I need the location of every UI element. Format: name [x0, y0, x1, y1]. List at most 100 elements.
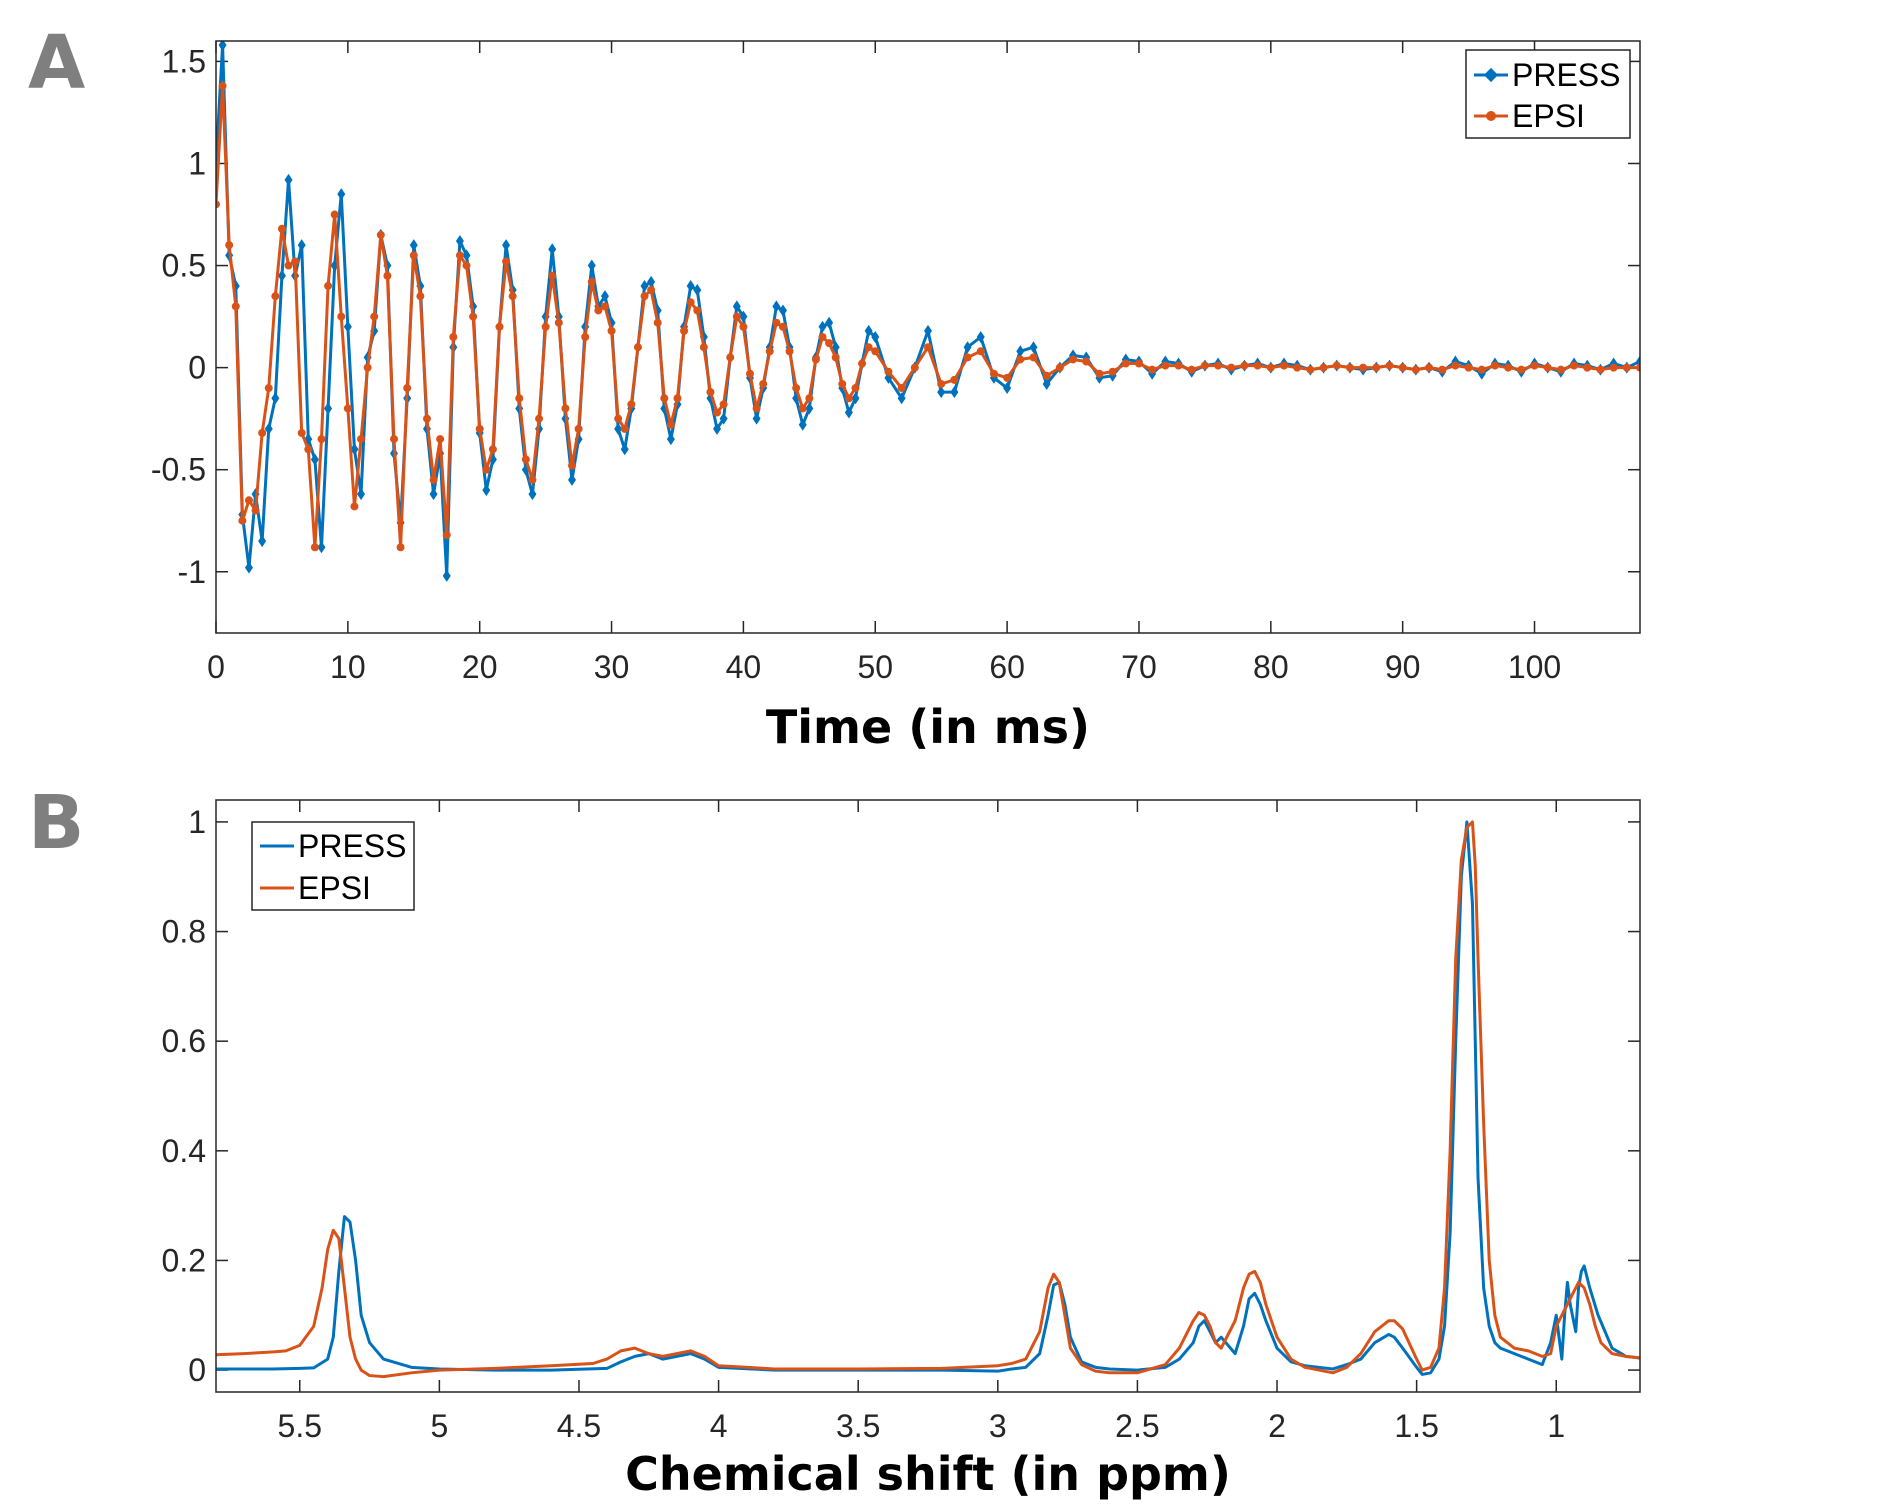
chart-a-epsi-point — [277, 224, 286, 233]
chart-b-ytick-label: 1 — [188, 804, 206, 840]
chart-a-epsi-point — [343, 404, 352, 413]
chart-a-epsi-point — [409, 251, 418, 260]
chart-a-epsi-point — [1530, 361, 1539, 370]
chart-a-press-point — [350, 443, 359, 456]
chart-a-epsi-point — [1570, 361, 1579, 370]
chart-a-epsi-point — [297, 428, 306, 437]
chart-a-press-point — [502, 239, 511, 252]
chart-a-epsi-point — [1280, 361, 1288, 370]
chart-a-press-point — [666, 433, 675, 446]
chart-a-xtick-label: 70 — [1121, 649, 1157, 685]
chart-a-epsi-point — [1490, 361, 1499, 370]
chart-a-series — [216, 41, 1640, 582]
chart-a-press-point — [647, 275, 656, 288]
chart-a-press-point — [284, 173, 293, 186]
chart-a-epsi-point — [291, 257, 300, 266]
chart-a-epsi-point — [1477, 365, 1486, 374]
chart-a-epsi-point — [1293, 363, 1302, 372]
chart-a-epsi-point — [462, 261, 471, 270]
chart-a-press-point — [357, 488, 366, 501]
chart-a-epsi-point — [897, 384, 906, 393]
chart-a-xtick-label: 20 — [462, 649, 498, 685]
chart-a-epsi-point — [1306, 365, 1315, 374]
chart-a: 0 10 20 30 40 50 60 70 80 90 100 -1 -0.5 0 0.5 1 1.5 Tim… — [151, 40, 1641, 754]
chart-a-epsi-point — [739, 322, 748, 331]
chart-a-epsi-point — [554, 318, 563, 327]
chart-a-epsi-point — [666, 420, 675, 429]
chart-a-press-point — [772, 300, 781, 313]
chart-a-epsi-point — [449, 333, 458, 341]
chart-a-epsi-point — [1003, 373, 1012, 382]
chart-a-xtick-label: 80 — [1253, 649, 1289, 685]
chart-b-xtick-label: 3.5 — [836, 1408, 880, 1444]
chart-a-press-point — [548, 243, 557, 256]
chart-a-epsi-point — [482, 465, 491, 474]
chart-a-epsi-point — [581, 333, 590, 341]
chart-a-press-line — [216, 43, 1640, 578]
chart-a-press-point — [739, 310, 748, 323]
chart-a-epsi-point — [811, 355, 820, 364]
chart-b-xlabel: Chemical shift (in ppm) — [625, 1447, 1231, 1501]
chart-a-epsi-point — [363, 363, 372, 372]
chart-a-epsi-point — [587, 277, 596, 286]
chart-a-xtick-label: 100 — [1508, 649, 1561, 685]
chart-a-press-point — [528, 488, 537, 501]
chart-a-press-point — [897, 392, 906, 405]
chart-a-press-point — [442, 569, 451, 582]
chart-a-epsi-point — [699, 343, 708, 352]
chart-a-epsi-point — [1583, 363, 1592, 372]
chart-a-epsi-point — [1464, 363, 1473, 372]
chart-a-press-point — [844, 406, 853, 419]
chart-a-epsi-point — [719, 400, 728, 409]
chart-a-press-point — [462, 249, 471, 262]
chart-a-epsi-point — [844, 394, 853, 403]
chart-a-epsi-point — [1517, 365, 1526, 374]
chart-a-epsi-point — [950, 375, 959, 384]
chart-a-press-point — [244, 561, 253, 574]
chart-a-press-point — [640, 279, 649, 292]
chart-a-press-point — [455, 235, 464, 248]
chart-a-epsi-point — [541, 322, 550, 331]
chart-a-epsi-point — [851, 384, 860, 393]
chart-b-tickmarks — [216, 800, 1640, 1392]
chart-a-epsi-line — [216, 84, 1640, 549]
chart-a-epsi-point — [442, 531, 451, 540]
chart-a-epsi-point — [759, 379, 768, 388]
chart-a-press-point — [937, 386, 946, 399]
chart-b-ytick-label: 0.4 — [162, 1133, 206, 1169]
chart-a-epsi-point — [416, 292, 425, 301]
chart-a-epsi-point — [1082, 357, 1091, 366]
chart-b-ytick-label: 0 — [188, 1352, 206, 1388]
chart-b-press-line — [216, 820, 1640, 1376]
chart-a-epsi-point — [495, 322, 504, 331]
chart-b-series — [216, 820, 1640, 1379]
chart-a-epsi-point — [231, 302, 240, 311]
chart-b-series-epsi — [216, 820, 1640, 1379]
chart-a-press-point — [1029, 341, 1038, 354]
chart-a-epsi-point — [508, 292, 517, 301]
chart-a-epsi-point — [1372, 363, 1381, 372]
chart-a-xtick-label: 40 — [726, 649, 762, 685]
chart-a-epsi-point — [304, 445, 313, 454]
chart-a-epsi-point — [713, 408, 722, 417]
chart-b-ytick-label: 0.8 — [162, 914, 206, 950]
chart-a-epsi-point — [778, 322, 787, 331]
chart-a-epsi-point — [1148, 365, 1157, 374]
chart-a-epsi-point — [502, 257, 511, 266]
chart-a-epsi-point — [1319, 363, 1328, 372]
chart-a-epsi-point — [225, 241, 234, 250]
panel-label-b: B — [28, 780, 84, 866]
chart-b-legend-press-label: PRESS — [298, 828, 406, 864]
chart-a-epsi-point — [1016, 355, 1025, 364]
chart-a-epsi-point — [271, 292, 280, 301]
chart-a-ytick-label: 0.5 — [162, 248, 206, 284]
chart-a-legend-press-label: PRESS — [1512, 57, 1620, 93]
chart-b-tick-labels: 5.5 5 4.5 4 3.5 3 2.5 2 1.5 1 0 0.2 0.4 0.6 0.8 1 — [162, 804, 1566, 1444]
chart-b-ytick-label: 0.6 — [162, 1023, 206, 1059]
chart-a-epsi-point — [1069, 355, 1078, 364]
chart-a-epsi-point — [258, 428, 267, 437]
chart-a-press-point — [600, 290, 609, 303]
chart-a-press-point — [568, 473, 576, 486]
chart-a-tick-labels: 0 10 20 30 40 50 60 70 80 90 100 -1 -0.5 0 0.5 1 1.5 — [151, 43, 1561, 685]
chart-a-press-point — [713, 422, 722, 435]
